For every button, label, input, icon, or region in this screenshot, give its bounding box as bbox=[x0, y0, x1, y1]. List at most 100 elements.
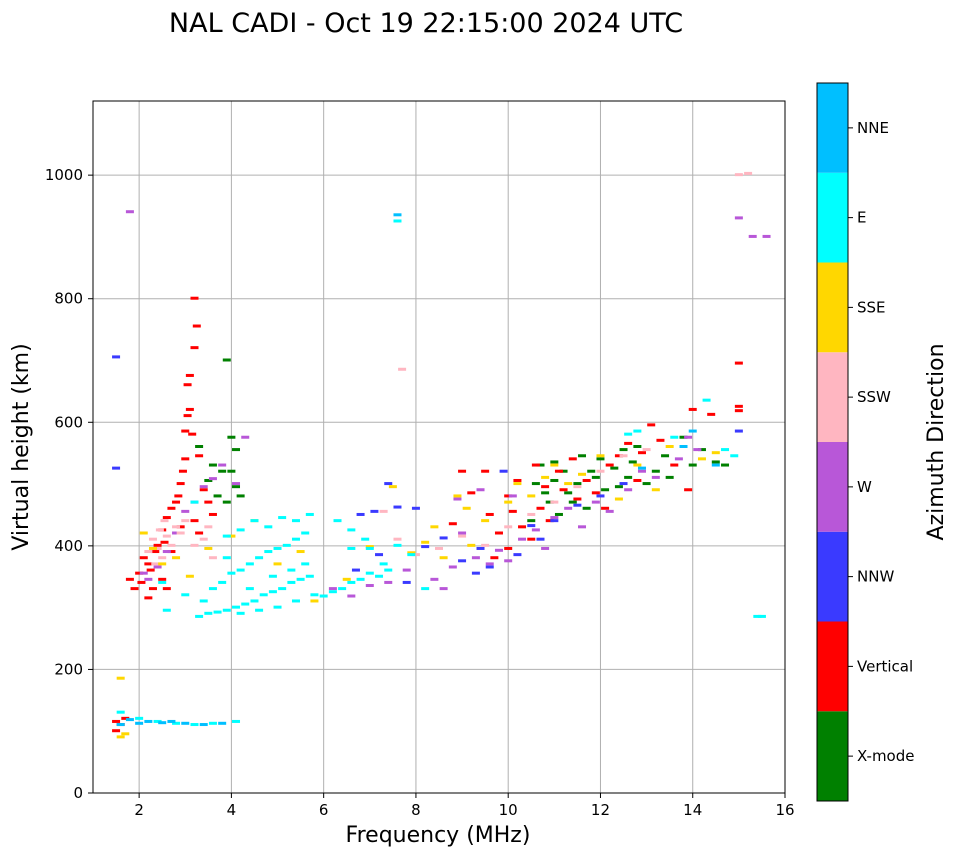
data-point bbox=[670, 435, 679, 439]
data-point bbox=[137, 580, 146, 584]
data-point bbox=[227, 469, 236, 473]
data-point bbox=[183, 414, 192, 418]
data-point bbox=[554, 512, 563, 516]
data-point bbox=[596, 494, 605, 498]
colorbar-tick-label: X-mode bbox=[857, 747, 914, 765]
data-point bbox=[582, 478, 591, 482]
y-axis-label: Virtual height (km) bbox=[9, 343, 34, 550]
data-point bbox=[375, 553, 384, 557]
data-point bbox=[541, 491, 550, 495]
data-point bbox=[407, 551, 416, 555]
data-point bbox=[734, 216, 743, 220]
data-point bbox=[536, 506, 545, 510]
y-axis-ticks: 0 200 400 600 800 1000 bbox=[45, 166, 93, 802]
data-point bbox=[587, 469, 596, 473]
data-point bbox=[485, 562, 494, 566]
data-point bbox=[291, 537, 300, 541]
data-point bbox=[268, 590, 277, 594]
data-point bbox=[591, 491, 600, 495]
y-tick-label: 200 bbox=[54, 660, 83, 678]
data-point bbox=[628, 460, 637, 464]
x-tick-label: 4 bbox=[227, 801, 237, 819]
data-point bbox=[160, 519, 169, 523]
data-point bbox=[162, 534, 171, 538]
data-point bbox=[384, 482, 393, 486]
data-point bbox=[227, 571, 236, 575]
data-point bbox=[633, 445, 642, 448]
colorbar-segment bbox=[817, 172, 848, 263]
data-point bbox=[181, 457, 190, 461]
data-point bbox=[232, 485, 241, 489]
data-point bbox=[148, 537, 157, 541]
data-point bbox=[393, 219, 402, 223]
data-point bbox=[485, 565, 494, 569]
data-point bbox=[160, 540, 169, 544]
data-point bbox=[734, 429, 743, 433]
data-point bbox=[384, 580, 393, 584]
data-point bbox=[596, 454, 605, 458]
data-point bbox=[379, 509, 388, 513]
data-point bbox=[564, 506, 573, 510]
data-point bbox=[490, 556, 499, 560]
series-w bbox=[125, 210, 771, 598]
y-tick-label: 0 bbox=[73, 784, 83, 802]
data-point bbox=[527, 512, 536, 516]
data-point bbox=[167, 506, 176, 510]
data-point bbox=[624, 475, 633, 479]
data-point bbox=[504, 559, 513, 563]
data-point bbox=[365, 584, 374, 588]
data-point bbox=[573, 482, 582, 486]
series-nne bbox=[116, 213, 720, 727]
data-point bbox=[458, 531, 467, 535]
data-point bbox=[236, 611, 245, 615]
data-point bbox=[273, 562, 282, 566]
data-point bbox=[513, 553, 522, 557]
data-point bbox=[633, 478, 642, 482]
data-point bbox=[637, 466, 646, 470]
data-point bbox=[153, 546, 162, 550]
data-point bbox=[236, 528, 245, 532]
x-tick-label: 2 bbox=[134, 801, 144, 819]
data-point bbox=[222, 500, 231, 504]
data-point bbox=[287, 580, 296, 584]
data-point bbox=[748, 234, 757, 238]
data-point bbox=[531, 463, 540, 467]
data-point bbox=[619, 454, 628, 458]
data-point bbox=[670, 463, 679, 467]
data-point bbox=[393, 543, 402, 547]
plot-area-frame bbox=[92, 100, 786, 794]
data-point bbox=[151, 550, 160, 554]
data-point bbox=[688, 429, 697, 433]
data-point bbox=[633, 463, 642, 467]
data-point bbox=[564, 491, 573, 495]
colorbar-tick-label: SSW bbox=[857, 388, 891, 406]
data-point bbox=[753, 614, 762, 618]
data-point bbox=[518, 525, 527, 529]
data-point bbox=[578, 454, 587, 458]
data-point bbox=[162, 608, 171, 612]
data-point bbox=[624, 432, 633, 436]
series-x-mode bbox=[195, 358, 730, 523]
data-point bbox=[208, 721, 217, 725]
data-point bbox=[162, 587, 171, 591]
data-point bbox=[158, 556, 167, 560]
data-point bbox=[232, 719, 241, 723]
data-point bbox=[236, 494, 245, 498]
data-point bbox=[407, 553, 416, 557]
colorbar-tick-label: Vertical bbox=[857, 657, 913, 675]
data-point bbox=[527, 494, 536, 498]
data-point bbox=[199, 599, 208, 603]
data-point bbox=[178, 469, 187, 473]
data-point bbox=[568, 457, 577, 461]
data-point bbox=[642, 448, 651, 452]
data-point bbox=[471, 556, 480, 560]
data-point bbox=[647, 423, 656, 427]
series-sse bbox=[116, 445, 720, 739]
data-point bbox=[232, 605, 241, 609]
data-point bbox=[183, 383, 192, 387]
data-point bbox=[305, 512, 314, 516]
data-point bbox=[125, 210, 134, 214]
data-point bbox=[601, 506, 610, 510]
data-point bbox=[125, 718, 134, 722]
data-point bbox=[208, 556, 217, 560]
